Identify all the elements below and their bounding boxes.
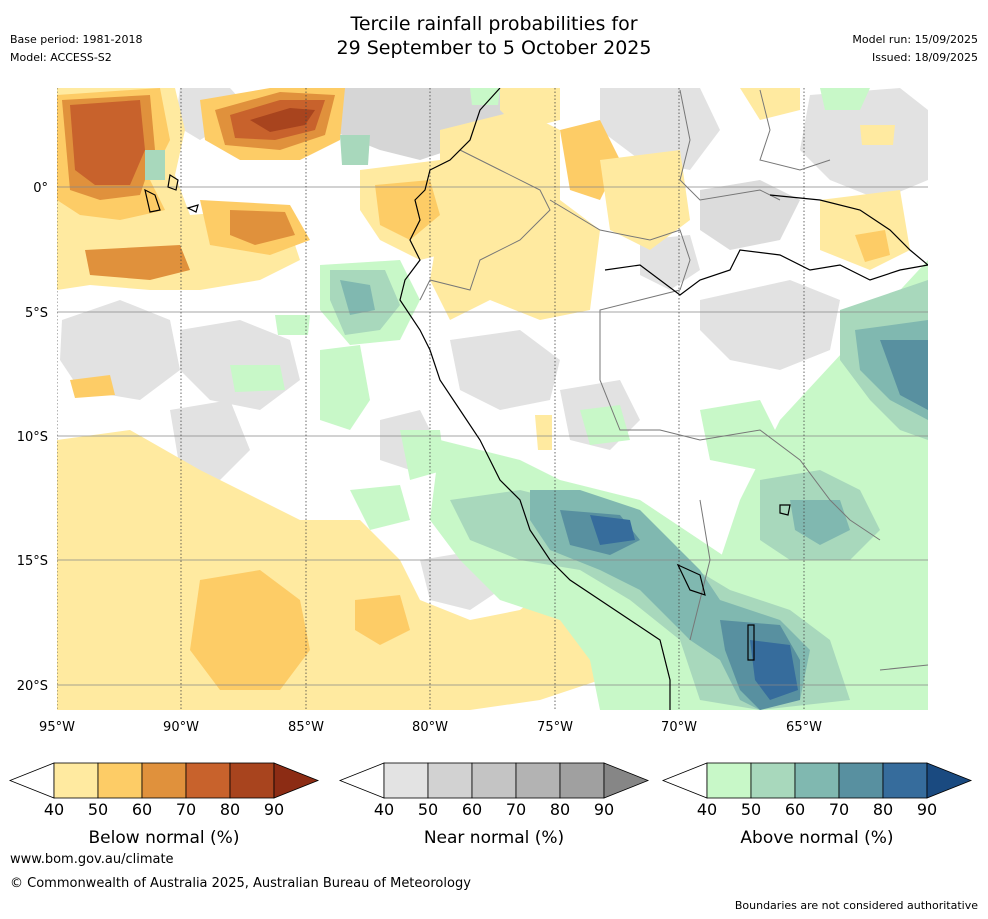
lat-label: 10°S (17, 430, 48, 445)
lat-label: 20°S (17, 679, 48, 694)
lon-label: 70°W (661, 720, 697, 735)
colorbar-tick-label: 40 (697, 800, 717, 819)
colorbar-tick-label: 90 (917, 800, 937, 819)
colorbar-lower-extension (338, 762, 385, 799)
lon-label: 65°W (786, 720, 822, 735)
title-line-2: 29 September to 5 October 2025 (336, 37, 652, 59)
colorbar-upper-extension (603, 762, 650, 799)
colorbar-tick-label: 90 (594, 800, 614, 819)
graticule (57, 88, 928, 710)
disclaimer-text: Boundaries are not considered authoritat… (734, 899, 978, 912)
longitude-labels: 95°W 90°W 85°W 80°W 75°W 70°W 65°W (39, 720, 822, 735)
colorbar-tick-label: 60 (132, 800, 152, 819)
lon-label: 95°W (39, 720, 75, 735)
meta-left: Base period: 1981-2018 Model: ACCESS-S2 (10, 31, 142, 67)
colorbar-segment (97, 762, 143, 799)
colorbar-tick-label: 70 (506, 800, 526, 819)
colorbars: 40 50 60 70 80 90 Below normal (%) 40 50 60 70 80 90… (8, 762, 973, 848)
colorbar-tick-label: 50 (741, 800, 761, 819)
colorbar-tick-label: 50 (88, 800, 108, 819)
colorbar-segment (838, 762, 884, 799)
colorbar-lower-extension (8, 762, 55, 799)
colorbar-tick-label: 90 (264, 800, 284, 819)
model-run: Model run: 15/09/2025 (852, 33, 978, 46)
colorbar-lower-extension (661, 762, 708, 799)
colorbar-segment (882, 762, 928, 799)
copyright-text: © Commonwealth of Australia 2025, Austra… (10, 876, 471, 891)
colorbar-segment (794, 762, 840, 799)
country-borders (419, 89, 928, 671)
latitude-labels: 0° 5°S 10°S 15°S 20°S (17, 181, 48, 694)
colorbar-segment (229, 762, 275, 799)
website-link[interactable]: www.bom.gov.au/climate (10, 852, 174, 867)
colorbar-segment (53, 762, 99, 799)
base-period: Base period: 1981-2018 (10, 33, 143, 46)
colorbar-tick-label: 50 (418, 800, 438, 819)
lon-label: 80°W (412, 720, 448, 735)
colorbar-tick-label: 80 (220, 800, 240, 819)
colorbar-segment (706, 762, 752, 799)
colorbar-label: Near normal (%) (424, 828, 564, 848)
colorbar-2: 40 50 60 70 80 90 Near normal (%) (338, 762, 650, 848)
map-area (57, 88, 928, 710)
colorbar-segment (141, 762, 187, 799)
meta-right: Model run: 15/09/2025 Issued: 18/09/2025 (852, 31, 978, 67)
colorbar-segment (750, 762, 796, 799)
colorbar-tick-label: 70 (176, 800, 196, 819)
colorbar-tick-label: 60 (462, 800, 482, 819)
colorbar-tick-label: 70 (829, 800, 849, 819)
map-title: Tercile rainfall probabilities for 29 Se… (0, 12, 988, 60)
colorbar-tick-label: 40 (374, 800, 394, 819)
colorbar-label: Below normal (%) (89, 828, 240, 848)
coastline (144, 88, 928, 710)
colorbar-segment (383, 762, 429, 799)
lat-label: 5°S (25, 306, 48, 321)
lat-label: 15°S (17, 554, 48, 569)
title-line-1: Tercile rainfall probabilities for (350, 13, 638, 35)
colorbar-3: 40 50 60 70 80 90 Above normal (%) (661, 762, 973, 848)
colorbar-tick-label: 40 (44, 800, 64, 819)
colorbar-tick-label: 80 (550, 800, 570, 819)
lon-label: 85°W (288, 720, 324, 735)
colorbar-upper-extension (926, 762, 973, 799)
colorbar-segment (185, 762, 231, 799)
colorbar-segment (427, 762, 473, 799)
colorbar-1: 40 50 60 70 80 90 Below normal (%) (8, 762, 320, 848)
colorbar-segment (515, 762, 561, 799)
colorbar-upper-extension (273, 762, 320, 799)
above-normal-regions (145, 88, 928, 710)
issued-date: Issued: 18/09/2025 (871, 51, 978, 64)
colorbar-tick-label: 80 (873, 800, 893, 819)
lon-label: 75°W (537, 720, 573, 735)
colorbar-label: Above normal (%) (740, 828, 893, 848)
lon-label: 90°W (163, 720, 199, 735)
colorbar-tick-label: 60 (785, 800, 805, 819)
colorbar-segment (471, 762, 517, 799)
colorbar-segment (559, 762, 605, 799)
lat-label: 0° (33, 181, 48, 196)
model-name: Model: ACCESS-S2 (10, 51, 112, 64)
